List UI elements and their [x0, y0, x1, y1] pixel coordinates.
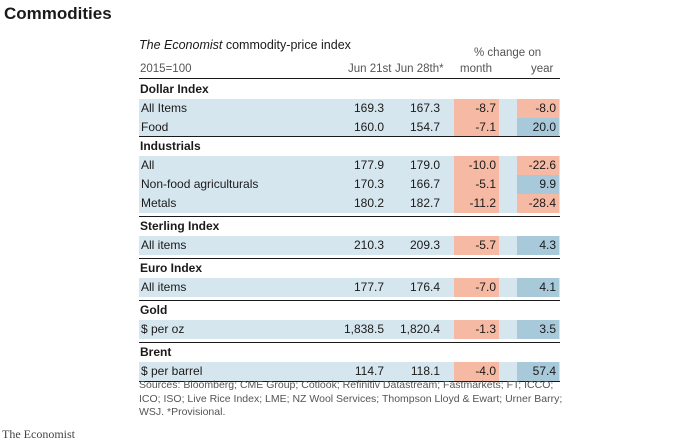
row-label: Non-food agriculturals — [141, 177, 259, 191]
change-year: 3.5 — [517, 320, 559, 339]
table-row: $ per oz 1,838.5 1,820.4 -1.3 3.5 — [139, 320, 560, 339]
change-year: 20.0 — [517, 118, 559, 137]
value-jun28: 118.1 — [410, 364, 440, 378]
value-jun28: 182.7 — [409, 196, 440, 210]
page-title: Commodities — [4, 4, 112, 23]
percent-change-header: % change on — [474, 47, 542, 59]
section-header: Sterling Index — [139, 217, 560, 236]
row-label: Food — [141, 120, 169, 134]
table-title-text: commodity-price index — [222, 38, 351, 52]
table-row: All items 177.7 176.4 -7.0 4.1 — [139, 278, 560, 297]
sources-note: Sources: Bloomberg; CME Group; Cotlook; … — [139, 379, 563, 418]
table-row: All items 210.3 209.3 -5.7 4.3 — [139, 236, 560, 255]
value-jun28: 179.0 — [409, 158, 440, 172]
row-label: All — [141, 158, 155, 172]
change-month: -7.1 — [454, 118, 499, 137]
section-title: Industrials — [140, 139, 201, 153]
column-headers: 2015=100 Jun 21st Jun 28th* month year — [139, 63, 560, 78]
value-jun28: 176.4 — [409, 280, 440, 294]
table-rule — [139, 78, 560, 79]
value-jun28: 154.7 — [409, 120, 440, 134]
value-jun21: 180.2 — [353, 196, 384, 210]
value-jun21: 170.3 — [353, 177, 384, 191]
column-header-year: year — [531, 63, 554, 75]
table-row: Food 160.0 154.7 -7.1 20.0 — [139, 118, 560, 137]
change-year: -22.6 — [517, 156, 559, 175]
row-label: $ per barrel — [141, 364, 203, 378]
change-year: 57.4 — [517, 362, 559, 381]
publisher-brand: The Economist — [2, 427, 75, 441]
value-jun21: 160.0 — [353, 120, 384, 134]
change-month: -8.7 — [454, 99, 499, 118]
value-jun28: 167.3 — [409, 101, 440, 115]
table-title-publication: The Economist — [139, 38, 223, 52]
table-title: The Economist commodity-price index — [139, 38, 351, 52]
change-month: -4.0 — [454, 362, 499, 381]
row-label: All Items — [141, 101, 188, 115]
column-header-month: month — [460, 63, 492, 75]
table-rule — [139, 342, 560, 343]
change-month: -1.3 — [454, 320, 499, 339]
table-row: All 177.9 179.0 -10.0 -22.6 — [139, 156, 560, 175]
section-title: Euro Index — [140, 261, 203, 275]
change-year: 4.3 — [517, 236, 559, 255]
value-jun21: 1,838.5 — [343, 322, 384, 336]
value-jun21: 177.7 — [353, 280, 384, 294]
row-label: All items — [141, 280, 187, 294]
value-jun28: 209.3 — [409, 238, 440, 252]
table-row: Metals 180.2 182.7 -11.2 -28.4 — [139, 194, 560, 213]
change-year: -28.4 — [517, 194, 559, 213]
table-rule — [139, 300, 560, 301]
value-jun28: 1,820.4 — [399, 322, 440, 336]
section-header: Industrials — [139, 137, 560, 156]
table-row: Non-food agriculturals 170.3 166.7 -5.1 9.9 — [139, 175, 560, 194]
section-header: Dollar Index — [139, 80, 560, 99]
value-jun21: 210.3 — [353, 238, 384, 252]
table-row: $ per barrel 114.7 118.1 -4.0 57.4 — [139, 362, 560, 381]
row-label: Metals — [141, 196, 177, 210]
table-rule — [139, 136, 560, 137]
change-month: -7.0 — [454, 278, 499, 297]
row-label: $ per oz — [141, 322, 185, 336]
section-header: Euro Index — [139, 259, 560, 278]
change-year: 4.1 — [517, 278, 559, 297]
change-month: -10.0 — [454, 156, 499, 175]
value-jun21: 114.7 — [354, 364, 384, 378]
table-rule — [139, 381, 560, 382]
section-header: Gold — [139, 301, 560, 320]
section-title: Sterling Index — [140, 219, 220, 233]
change-month: -11.2 — [454, 194, 499, 213]
base-year-label: 2015=100 — [140, 63, 192, 75]
table-row: All Items 169.3 167.3 -8.7 -8.0 — [139, 99, 560, 118]
change-year: 9.9 — [517, 175, 559, 194]
table-rule — [139, 258, 560, 259]
change-month: -5.7 — [454, 236, 499, 255]
table-rule — [139, 216, 560, 217]
row-label: All items — [141, 238, 187, 252]
value-jun21: 177.9 — [353, 158, 384, 172]
value-jun21: 169.3 — [353, 101, 384, 115]
section-title: Brent — [140, 345, 172, 359]
column-header-jun28: Jun 28th* — [395, 63, 444, 75]
change-month: -5.1 — [454, 175, 499, 194]
value-jun28: 166.7 — [409, 177, 440, 191]
section-title: Gold — [140, 303, 168, 317]
section-title: Dollar Index — [140, 82, 209, 96]
column-header-jun21: Jun 21st — [348, 63, 392, 75]
section-header: Brent — [139, 343, 560, 362]
change-year: -8.0 — [517, 99, 559, 118]
